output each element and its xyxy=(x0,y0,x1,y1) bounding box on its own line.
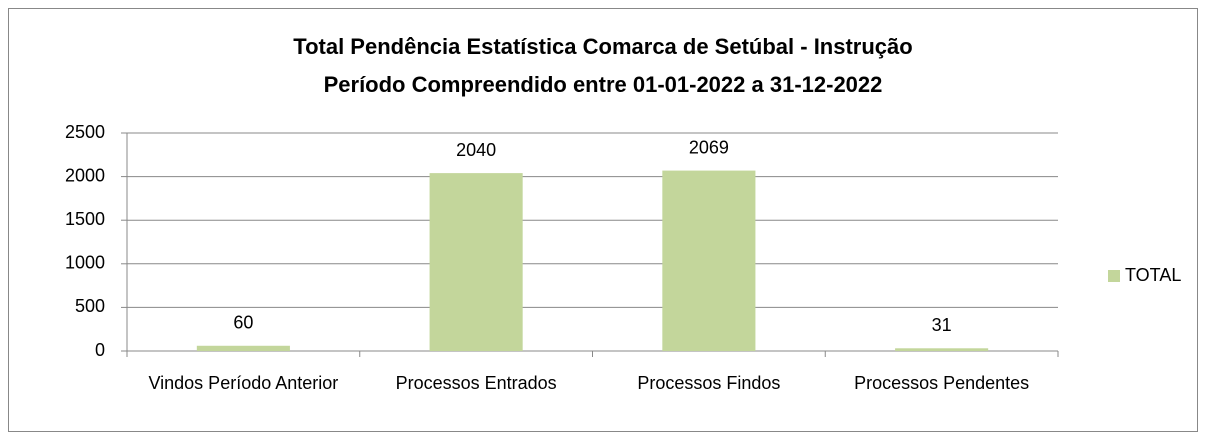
y-tick-label: 1500 xyxy=(65,209,105,229)
bar xyxy=(196,345,290,351)
legend-label: TOTAL xyxy=(1125,265,1181,285)
data-label: 31 xyxy=(932,315,952,335)
y-tick-label: 500 xyxy=(75,296,105,316)
bar xyxy=(895,348,989,351)
legend-swatch xyxy=(1108,270,1120,282)
data-label: 2040 xyxy=(456,140,496,160)
bar xyxy=(429,173,523,351)
data-label: 60 xyxy=(233,313,253,333)
x-tick-label: Processos Findos xyxy=(637,373,780,393)
y-tick-label: 0 xyxy=(95,340,105,360)
data-label: 2069 xyxy=(689,137,729,157)
y-tick-label: 2500 xyxy=(65,122,105,142)
chart-title: Total Pendência Estatística Comarca de S… xyxy=(293,34,912,59)
bar xyxy=(662,170,756,351)
x-tick-label: Processos Entrados xyxy=(396,373,557,393)
y-tick-label: 1000 xyxy=(65,253,105,273)
x-tick-label: Vindos Período Anterior xyxy=(148,373,338,393)
y-tick-label: 2000 xyxy=(65,165,105,185)
x-tick-label: Processos Pendentes xyxy=(854,373,1029,393)
chart-title: Período Compreendido entre 01-01-2022 a … xyxy=(324,72,883,97)
